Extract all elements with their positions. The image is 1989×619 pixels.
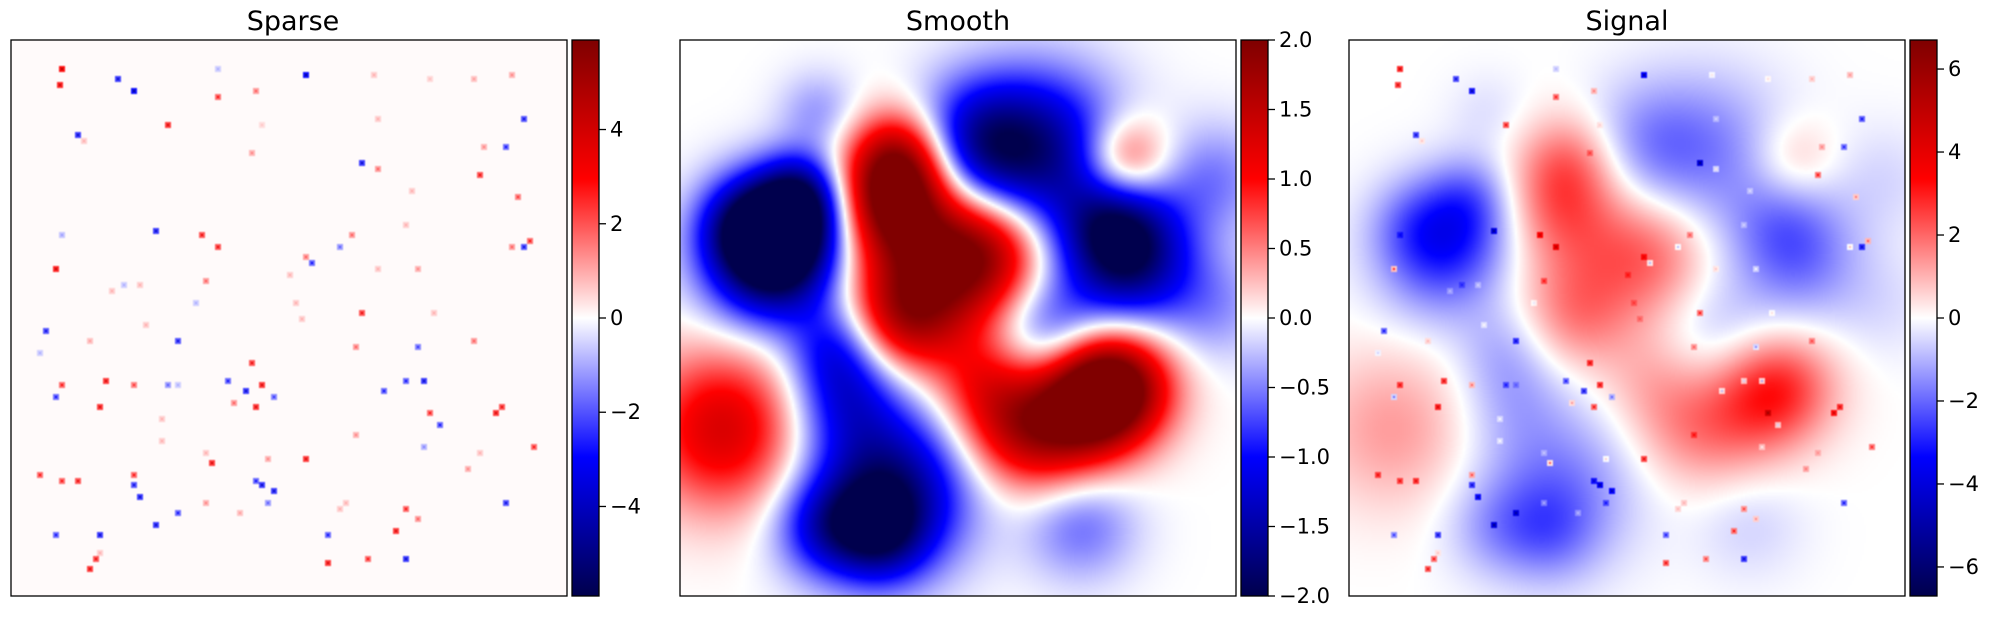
colorbar-tick-label-signal: 0 bbox=[1948, 306, 1961, 330]
heatmap-smooth bbox=[680, 40, 1236, 596]
colorbar-gradient-smooth bbox=[1240, 39, 1269, 597]
colorbar-tick-label-smooth: −1.5 bbox=[1279, 515, 1330, 539]
colorbar-tick-label-smooth: 0.0 bbox=[1279, 306, 1312, 330]
colorbar-gradient-signal bbox=[1909, 39, 1938, 597]
colorbar-sparse: −4 −2 0 2 4 bbox=[571, 39, 641, 597]
heatmap-signal bbox=[1349, 40, 1905, 596]
colorbar-tick-label-signal: −6 bbox=[1948, 555, 1979, 579]
panel-sparse: Sparse −4 −2 0 2 4 bbox=[10, 6, 641, 597]
chart-title-sparse: Sparse bbox=[247, 6, 340, 37]
plot-frame-sparse bbox=[10, 39, 568, 597]
plot-frame-signal bbox=[1348, 39, 1906, 597]
panel-smooth: Smooth −2.0 −1.5 −1.0 −0.5 0.0 0.5 1.0 1.5 2.0 bbox=[679, 6, 1330, 608]
colorbar-signal: −6 −4 −2 0 2 4 6 bbox=[1909, 39, 1979, 597]
colorbar-tick-label-smooth: −1.0 bbox=[1279, 445, 1330, 469]
colorbar-tick-label-smooth: 1.0 bbox=[1279, 167, 1312, 191]
heatmap-sparse bbox=[11, 40, 567, 596]
colorbar-tick-label-signal: −2 bbox=[1948, 389, 1979, 413]
colorbar-ticks-signal: −6 −4 −2 0 2 4 6 bbox=[1937, 57, 1979, 579]
colorbar-tick-label-signal: −4 bbox=[1948, 472, 1979, 496]
colorbar-tick-label-smooth: −0.5 bbox=[1279, 376, 1330, 400]
colorbar-tick-label-sparse: −2 bbox=[610, 400, 641, 424]
colorbar-tick-label-smooth: 2.0 bbox=[1279, 28, 1312, 52]
chart-title-signal: Signal bbox=[1586, 6, 1669, 37]
colorbar-gradient-sparse bbox=[571, 39, 600, 597]
colorbar-tick-label-sparse: 2 bbox=[610, 212, 623, 236]
colorbar-tick-label-sparse: 4 bbox=[610, 118, 623, 142]
colorbar-ticks-smooth: −2.0 −1.5 −1.0 −0.5 0.0 0.5 1.0 1.5 2.0 bbox=[1268, 28, 1330, 608]
colorbar-tick-label-signal: 4 bbox=[1948, 140, 1961, 164]
plot-frame-smooth bbox=[679, 39, 1237, 597]
chart-title-smooth: Smooth bbox=[906, 6, 1010, 37]
colorbar-ticks-sparse: −4 −2 0 2 4 bbox=[599, 118, 641, 518]
colorbar-smooth: −2.0 −1.5 −1.0 −0.5 0.0 0.5 1.0 1.5 2.0 bbox=[1240, 28, 1330, 608]
colorbar-tick-label-smooth: 0.5 bbox=[1279, 237, 1312, 261]
colorbar-tick-label-smooth: −2.0 bbox=[1279, 584, 1330, 608]
colorbar-tick-label-signal: 6 bbox=[1948, 57, 1961, 81]
colorbar-tick-label-smooth: 1.5 bbox=[1279, 98, 1312, 122]
colorbar-tick-label-signal: 2 bbox=[1948, 223, 1961, 247]
colorbar-tick-label-sparse: −4 bbox=[610, 494, 641, 518]
colorbar-tick-label-sparse: 0 bbox=[610, 306, 623, 330]
panel-signal: Signal −6 −4 −2 0 2 4 6 bbox=[1348, 6, 1979, 597]
